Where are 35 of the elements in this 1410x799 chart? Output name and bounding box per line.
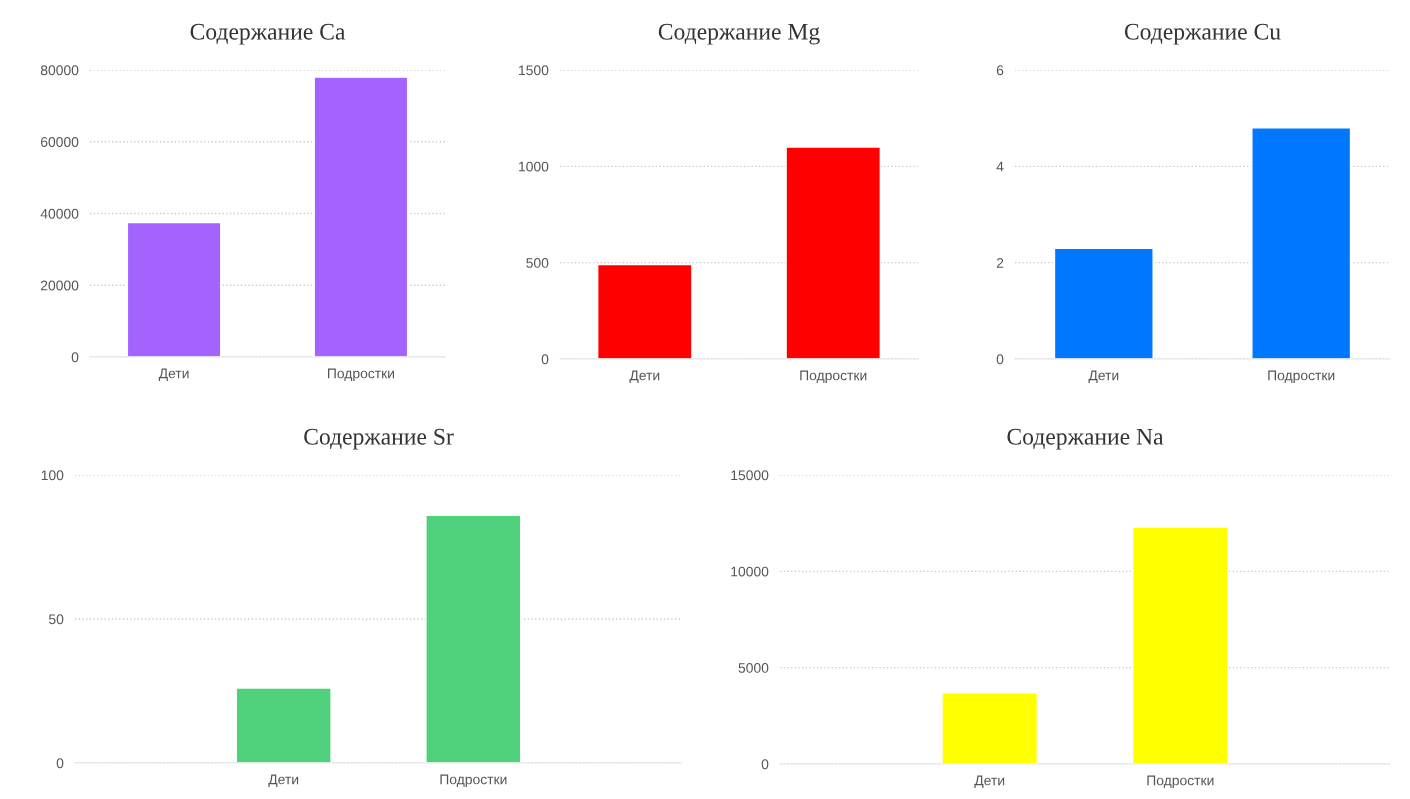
y-tick-label: 5000 <box>738 663 769 673</box>
y-tick-label: 0 <box>541 354 549 365</box>
chart-title: Содержание Mg <box>658 23 820 45</box>
y-tick-label: 1000 <box>519 161 549 172</box>
y-tick-label: 50 <box>49 614 64 625</box>
y-tick-label: 20000 <box>40 280 79 291</box>
x-tick-label: Подростки <box>440 774 507 788</box>
chart-title: Содержание Sr <box>304 428 454 450</box>
y-tick-label: 0 <box>761 759 769 770</box>
y-tick-label: 0 <box>56 758 64 769</box>
x-tick-label: Дети <box>974 775 1005 788</box>
x-tick-label: Дети <box>629 370 660 383</box>
y-tick-label: 500 <box>526 258 549 268</box>
y-tick-label: 40000 <box>40 208 79 219</box>
y-tick-label: 10000 <box>731 566 769 577</box>
y-tick-label: 15000 <box>731 470 769 481</box>
y-tick-label: 6 <box>996 65 1004 76</box>
x-tick-label: Дети <box>1088 370 1119 383</box>
y-tick-label: 0 <box>996 354 1004 365</box>
chart-title: Содержание Na <box>1007 428 1164 450</box>
x-tick-label: Подростки <box>1268 370 1335 384</box>
x-tick-label: Дети <box>158 368 189 381</box>
y-tick-label: 2 <box>996 258 1004 268</box>
y-tick-label: 80000 <box>40 65 79 76</box>
y-tick-label: 1500 <box>519 65 549 76</box>
x-tick-label: Дети <box>268 774 299 787</box>
x-tick-label: Подростки <box>328 368 394 382</box>
y-tick-label: 100 <box>41 470 64 481</box>
y-tick-label: 4 <box>996 161 1004 172</box>
y-tick-label: 60000 <box>40 137 79 147</box>
chart-title: Содержание Cu <box>1124 23 1281 45</box>
chart-title: Содержание Ca <box>190 23 346 45</box>
y-tick-label: 0 <box>71 352 79 363</box>
x-tick-label: Подростки <box>1147 775 1214 789</box>
x-tick-label: Подростки <box>800 370 867 384</box>
